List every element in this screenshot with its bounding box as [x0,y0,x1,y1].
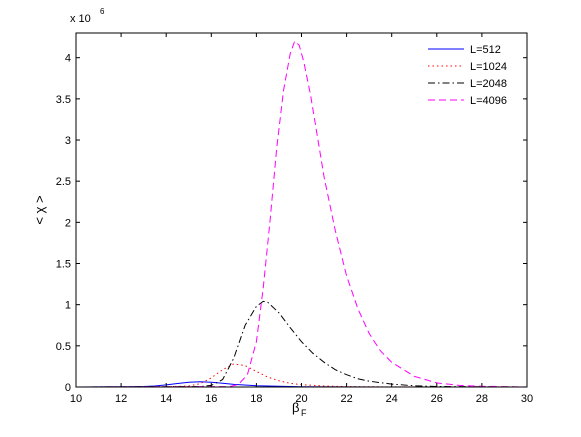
y-axis-label: < χ > [32,195,47,224]
y-tick-label: 3 [65,135,71,147]
x-tick-label: 22 [340,393,352,405]
y-tick-label: 0 [65,382,71,394]
x-tick-label: 28 [476,393,488,405]
legend: L=512 L=1024 L=2048 L=4096 [428,44,507,107]
x-axis-label-subscript: F [301,408,307,418]
x-tick-label: 20 [295,393,307,405]
legend-label: L=2048 [470,78,507,90]
y-tick-label: 4 [65,53,71,65]
series-line-l4096 [75,40,528,388]
x-tick-label: 30 [521,393,533,405]
y-tick-label: 3.5 [56,94,71,106]
x-axis: 10 12 14 16 18 20 22 24 26 28 30 [70,33,533,405]
legend-label: L=1024 [470,61,507,73]
y-tick-label: 2.5 [56,176,71,188]
x-tick-label: 12 [115,393,127,405]
y-tick-label: 1.5 [56,259,71,271]
y-axis: 0 0.5 1 1.5 2 2.5 3 3.5 4 [56,53,527,394]
x-tick-label: 14 [160,393,172,405]
legend-label: L=512 [470,44,501,56]
y-tick-label: 0.5 [56,341,71,353]
x-tick-label: 24 [386,393,398,405]
x-tick-label: 26 [431,393,443,405]
x-tick-label: 16 [205,393,217,405]
y-multiplier-label: x 10 [70,13,91,25]
plot-background [76,33,527,387]
series-line-l2048 [75,300,528,388]
y-multiplier-exponent: 6 [100,7,105,16]
x-axis-label: β [292,400,299,415]
x-tick-label: 18 [250,393,262,405]
y-tick-label: 2 [65,217,71,229]
x-tick-label: 10 [70,393,82,405]
legend-label: L=4096 [470,95,507,107]
y-tick-label: 1 [65,300,71,312]
